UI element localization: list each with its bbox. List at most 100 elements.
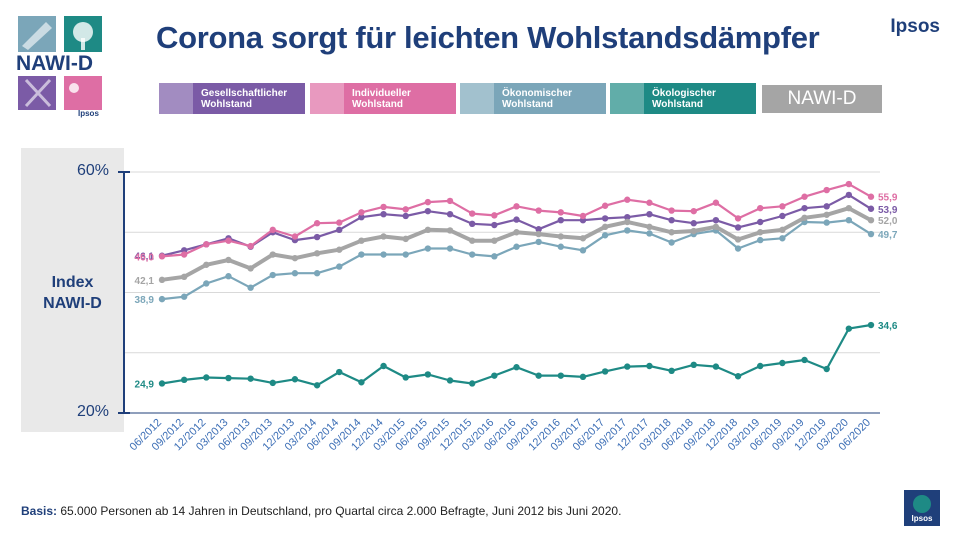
data-point: [712, 363, 720, 370]
data-point: [402, 235, 409, 243]
data-point: [313, 220, 321, 227]
data-point: [158, 295, 166, 303]
ipsos-brand: Ipsos: [890, 16, 940, 37]
data-point: [358, 213, 365, 221]
data-point: [601, 232, 609, 239]
data-point: [291, 376, 299, 383]
person-icon: [310, 83, 344, 114]
tree-icon: [610, 83, 644, 114]
data-point: [491, 237, 498, 244]
data-point: [247, 284, 254, 291]
data-point: [468, 237, 476, 244]
y-tick-label: 20%: [77, 403, 110, 420]
data-point: [491, 372, 498, 379]
data-point: [513, 364, 520, 371]
hands-icon: [159, 83, 193, 114]
data-point: [180, 251, 188, 258]
legend-item-nawi-d: NAWI-D: [762, 85, 882, 113]
data-point: [757, 362, 764, 370]
data-point: [513, 229, 520, 236]
data-point: [823, 203, 830, 210]
data-point: [579, 212, 587, 220]
data-point: [269, 379, 276, 387]
data-point: [158, 253, 166, 260]
data-point: [225, 374, 232, 382]
data-point: [601, 202, 609, 209]
data-point: [491, 253, 498, 260]
data-point: [513, 216, 520, 223]
end-value-label: 49,7: [878, 230, 898, 241]
data-point: [823, 211, 830, 218]
data-point: [757, 204, 764, 212]
y-axis-title: Index NAWI-D: [43, 274, 102, 312]
data-point: [823, 219, 830, 226]
data-point: [446, 227, 454, 234]
data-point: [867, 230, 875, 238]
data-point: [668, 207, 675, 214]
data-point: [601, 215, 609, 222]
data-point: [646, 230, 653, 237]
data-point: [513, 243, 520, 250]
end-value-label: 55,9: [878, 193, 898, 204]
data-point: [535, 207, 542, 214]
data-point: [247, 242, 254, 250]
data-point: [291, 270, 299, 277]
legend-label: Ökonomischer Wohlstand: [494, 83, 606, 114]
legend-item-oekonomisch: Ökonomischer Wohlstand: [460, 83, 606, 114]
data-point: [757, 229, 764, 236]
data-point: [491, 221, 498, 229]
data-point: [491, 212, 498, 219]
data-point: [624, 213, 631, 221]
data-point: [579, 235, 587, 242]
start-value-label: 42,1: [135, 276, 155, 287]
footer-basis: Basis: 65.000 Personen ab 14 Jahren in D…: [21, 504, 622, 518]
data-point: [712, 223, 720, 231]
data-point: [845, 204, 853, 212]
data-point: [313, 382, 321, 389]
legend-label: Individueller Wohlstand: [344, 83, 456, 114]
data-point: [845, 180, 853, 188]
data-point: [468, 210, 476, 217]
data-point: [557, 372, 565, 379]
series-line: [161, 323, 872, 387]
data-point: [313, 250, 321, 257]
data-point: [867, 193, 875, 200]
legend-item-oekologisch: Ökologischer Wohlstand: [610, 83, 756, 114]
data-point: [535, 226, 542, 233]
data-point: [358, 209, 365, 216]
data-point: [203, 261, 210, 268]
ipsos-badge-icon: Ipsos: [904, 490, 940, 526]
data-point: [845, 217, 853, 224]
data-point: [668, 239, 675, 246]
data-point: [845, 325, 853, 332]
data-point: [690, 220, 697, 227]
data-point: [624, 363, 631, 370]
data-point: [358, 237, 365, 244]
data-point: [269, 226, 276, 234]
data-point: [336, 246, 343, 253]
data-point: [203, 374, 210, 381]
data-point: [203, 280, 210, 287]
data-point: [402, 206, 409, 213]
data-point: [225, 256, 232, 264]
data-point: [468, 220, 476, 228]
data-point: [601, 368, 609, 375]
data-point: [424, 207, 432, 215]
y-tick-label: 60%: [77, 162, 110, 179]
data-point: [468, 380, 476, 387]
data-point: [779, 226, 786, 234]
end-value-label: 34,6: [878, 321, 898, 332]
data-point: [402, 212, 409, 220]
legend-label: Gesellschaftlicher Wohlstand: [193, 83, 305, 114]
data-point: [823, 365, 830, 373]
card-icon: [460, 83, 494, 114]
svg-text:Ipsos: Ipsos: [912, 514, 933, 523]
data-point: [269, 271, 276, 279]
data-point: [380, 362, 387, 370]
data-point: [535, 238, 542, 246]
data-point: [380, 203, 387, 211]
data-point: [801, 193, 808, 200]
data-point: [180, 273, 188, 281]
data-point: [557, 209, 565, 216]
